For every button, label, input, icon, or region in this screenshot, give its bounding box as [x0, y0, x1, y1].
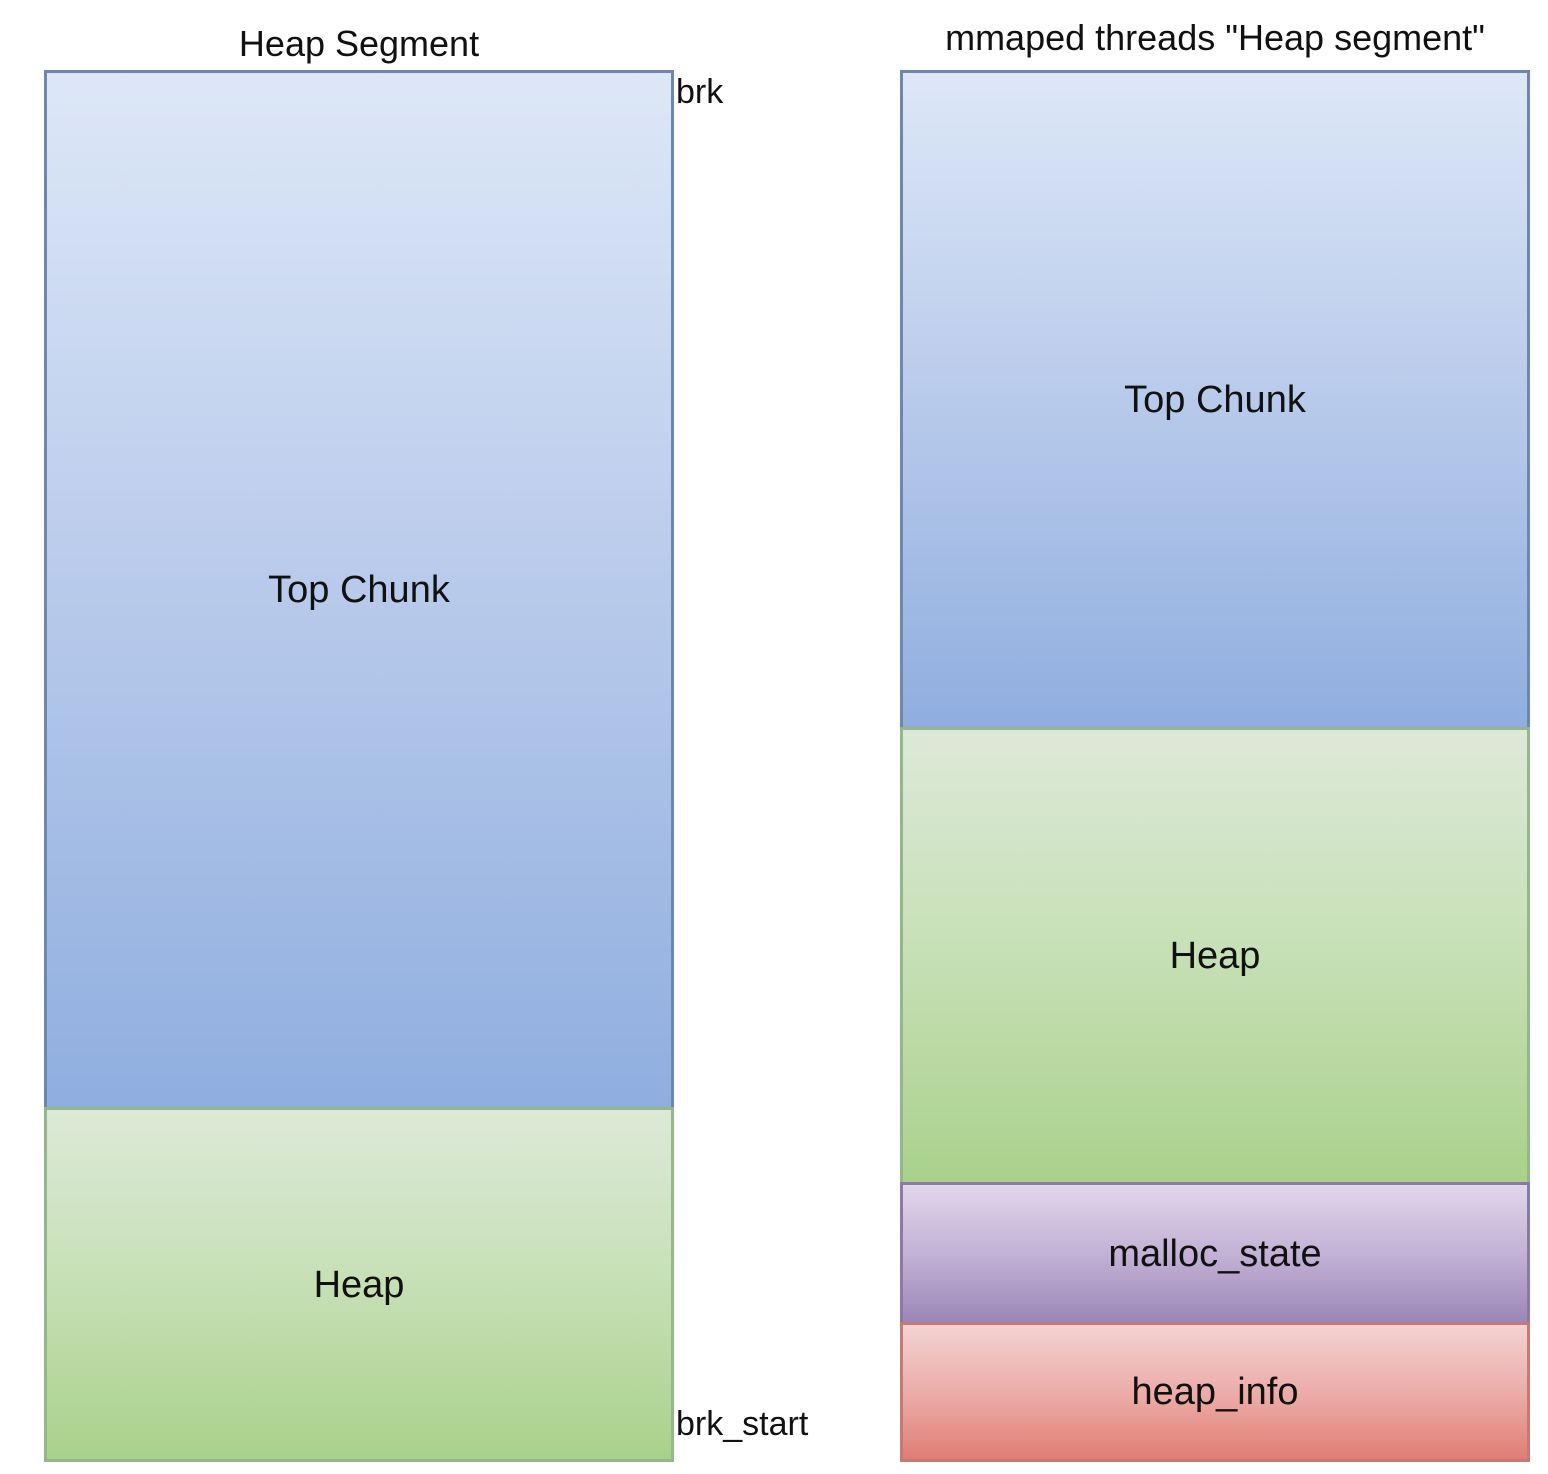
malloc-state-label: malloc_state	[1108, 1232, 1322, 1275]
top-chunk-label: Top Chunk	[268, 569, 450, 611]
heap-info-label: heap_info	[1131, 1371, 1299, 1413]
heap-segment-diagram: Top Chunk Heap	[44, 70, 674, 1462]
top-chunk-block: Top Chunk	[44, 70, 674, 1110]
brk-marker: brk	[676, 73, 724, 111]
heap-block: Heap	[44, 1107, 674, 1462]
heap-block: Heap	[900, 727, 1530, 1185]
heap-label: Heap	[313, 1263, 405, 1306]
heap-info-block: heap_info	[900, 1322, 1530, 1462]
mmaped-heap-segment-title: mmaped threads "Heap segment"	[945, 17, 1485, 58]
top-chunk-label: Top Chunk	[1124, 379, 1306, 421]
heap-label: Heap	[1169, 935, 1261, 977]
brk-start-marker: brk_start	[676, 1405, 809, 1443]
heap-segment-title: Heap Segment	[238, 23, 480, 64]
mmaped-heap-segment-diagram: Top Chunk Heap malloc_state heap_info	[900, 70, 1530, 1462]
malloc-state-block: malloc_state	[900, 1182, 1530, 1325]
top-chunk-block: Top Chunk	[900, 70, 1530, 730]
